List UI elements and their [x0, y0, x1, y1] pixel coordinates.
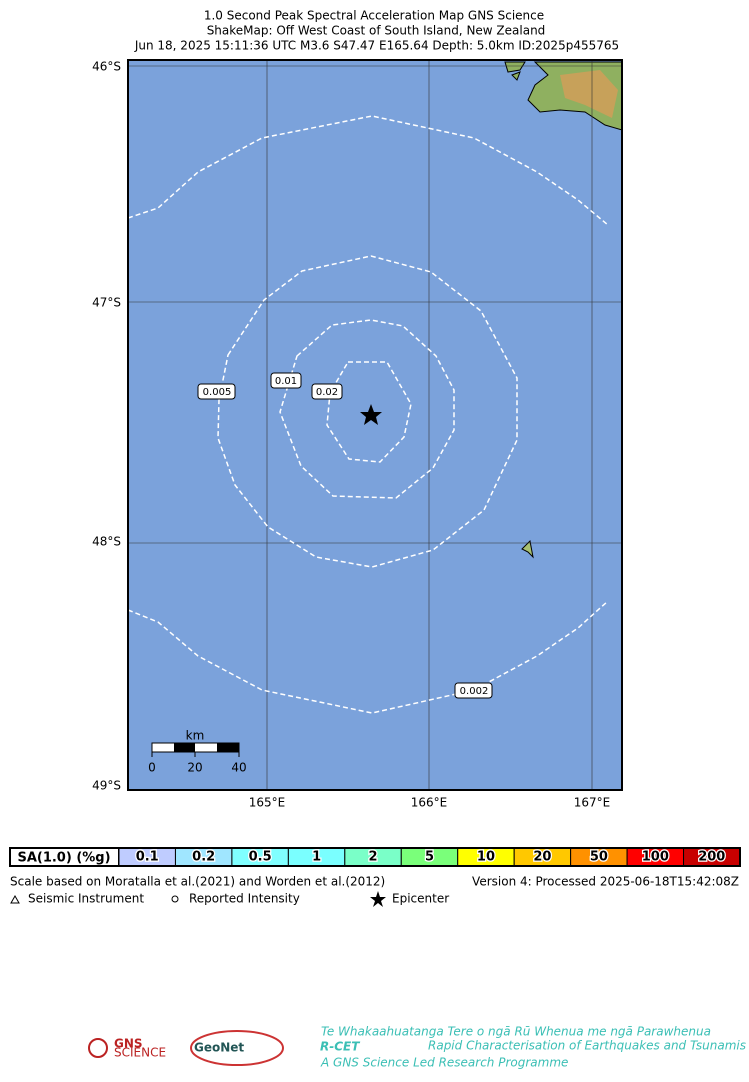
- legend-label: 0.1: [136, 850, 159, 865]
- legend-symbol-label: Epicenter: [392, 892, 449, 906]
- contour-label: 0.01: [270, 372, 302, 389]
- rcet-logo: R-CET: [320, 1040, 360, 1054]
- legend-label: 5: [425, 850, 434, 865]
- land-relief: [560, 70, 618, 118]
- svg-text:0.005: 0.005: [203, 387, 232, 398]
- island: [521, 539, 534, 559]
- legend-label: 2: [369, 850, 378, 865]
- legend-label: 200: [698, 850, 725, 865]
- contour-label: 0.02: [311, 383, 343, 400]
- title-line: Jun 18, 2025 15:11:36 UTC M3.6 S47.47 E1…: [134, 39, 619, 53]
- legend-label: 20: [533, 850, 551, 865]
- rcet-maori: Te Whakaahuatanga Tere o ngā Rū Whenua m…: [321, 1025, 711, 1039]
- lon-label: 167°E: [574, 796, 611, 810]
- grid: [128, 60, 622, 790]
- rcet-footer: A GNS Science Led Research Programme: [320, 1056, 568, 1070]
- contour-label: 0.005: [197, 383, 236, 400]
- legend-label: 0.5: [249, 850, 272, 865]
- ocean: [128, 60, 622, 790]
- legend-label: 100: [642, 850, 669, 865]
- contour: [279, 319, 455, 499]
- svg-text:0.002: 0.002: [460, 686, 489, 697]
- contour: [217, 255, 518, 568]
- legend-note: Scale based on Moratalla et al.(2021) an…: [10, 875, 385, 889]
- intensity-symbol: [171, 895, 179, 903]
- version: Version 4: Processed 2025-06-18T15:42:08…: [472, 875, 739, 889]
- legend-label: 10: [477, 850, 495, 865]
- lon-label: 165°E: [249, 796, 286, 810]
- contour: [127, 115, 609, 226]
- instrument-symbol: [10, 894, 20, 904]
- epicenter-symbol: [370, 891, 386, 907]
- scale-unit: km: [186, 729, 205, 743]
- map: 0.005 0.01 0.02 0.002 km 0 20 40 46°S 47…: [92, 59, 623, 810]
- svg-text:0.01: 0.01: [275, 376, 297, 387]
- epicenter: [360, 404, 382, 425]
- title-line: ShakeMap: Off West Coast of South Island…: [207, 24, 546, 38]
- map-frame: [127, 59, 623, 791]
- contour: [326, 361, 412, 463]
- legend-frame: [9, 847, 741, 867]
- legend-symbol-label: Reported Intensity: [189, 892, 300, 906]
- gns-sub: SCIENCE: [114, 1046, 166, 1060]
- contour: [127, 600, 609, 714]
- legend-symbol-label: Seismic Instrument: [28, 892, 144, 906]
- contour-label: 0.002: [454, 682, 493, 699]
- scale-bar: km 0 20 40: [148, 729, 246, 775]
- scale-label: 0: [148, 761, 156, 775]
- lat-label: 49°S: [92, 779, 121, 793]
- legend-header: SA(1.0) (%g): [17, 851, 110, 866]
- legend-label: 0.2: [192, 850, 215, 865]
- land: [504, 61, 526, 81]
- rcet-tagline: Rapid Characterisation of Earthquakes an…: [428, 1039, 746, 1053]
- scale-label: 40: [231, 761, 246, 775]
- lon-label: 166°E: [411, 796, 448, 810]
- lat-label: 46°S: [92, 60, 121, 74]
- gns-icon: [88, 1038, 108, 1058]
- geonet-logo: GeoNet: [194, 1041, 244, 1055]
- legend: SA(1.0) (%g) 0.1 0.2 0.5 1 2 5 10 20 50 100 200: [9, 847, 741, 867]
- lat-label: 48°S: [92, 535, 121, 549]
- gns-logo: GNS: [114, 1037, 143, 1051]
- logos: GNS SCIENCE GeoNet R-CET Te Whakaahuatan…: [88, 1025, 746, 1070]
- title: 1.0 Second Peak Spectral Acceleration Ma…: [134, 9, 619, 53]
- lat-label: 47°S: [92, 296, 121, 310]
- legend-label: 1: [312, 850, 321, 865]
- title-line: 1.0 Second Peak Spectral Acceleration Ma…: [204, 9, 544, 23]
- geonet-ring: [190, 1030, 284, 1066]
- svg-text:0.02: 0.02: [316, 387, 338, 398]
- legend-label: 50: [590, 850, 608, 865]
- scale-label: 20: [187, 761, 202, 775]
